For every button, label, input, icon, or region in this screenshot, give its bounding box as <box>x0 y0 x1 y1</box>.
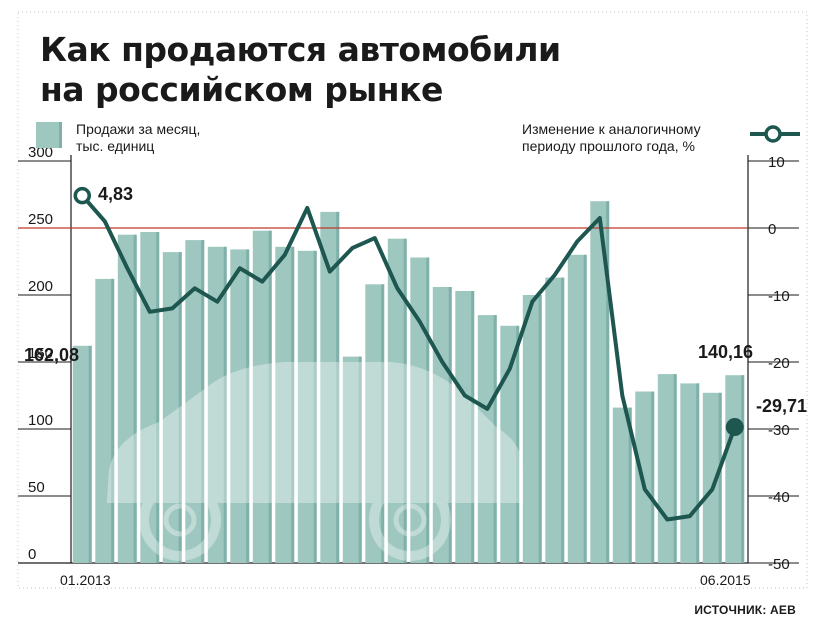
legend-bars-label: Продажи за месяц, тыс. единиц <box>76 121 200 155</box>
bar-series <box>72 201 745 564</box>
bar <box>72 345 92 563</box>
bar <box>635 391 655 563</box>
legend-line-line-1: Изменение к аналогичному <box>522 121 701 137</box>
bar <box>297 250 317 564</box>
bar <box>140 232 160 563</box>
car-illustration <box>106 362 523 561</box>
first-point-marker <box>73 186 91 205</box>
left-tick-label: 150 <box>28 345 53 362</box>
bar-side <box>628 407 632 563</box>
legend-bars-line-2: тыс. единиц <box>76 138 155 154</box>
first-point-label: 4,83 <box>98 184 133 204</box>
bar-side <box>561 277 565 563</box>
frame-border <box>17 11 808 589</box>
bar <box>612 407 632 563</box>
bar <box>342 356 362 563</box>
bar-side <box>741 375 745 563</box>
bar-side <box>268 230 272 563</box>
legend-line-line-2: периоду прошлого года, % <box>522 138 695 154</box>
left-tick-label: 100 <box>28 412 53 429</box>
bar <box>702 392 722 563</box>
last-bar-label: 140,16 <box>698 342 753 362</box>
legend-bar-swatch-side <box>59 122 62 148</box>
title-line-2: на российском рынке <box>40 70 443 109</box>
bar <box>95 278 115 563</box>
bar-side <box>516 325 520 563</box>
legend-line-marker <box>764 125 782 143</box>
first-bar-label: 162,08 <box>24 345 79 365</box>
legend-bars-line-1: Продажи за месяц, <box>76 121 201 137</box>
left-tick-label: 50 <box>28 479 45 496</box>
bar-side <box>291 246 295 564</box>
x-start-label: 01.2013 <box>60 572 111 588</box>
bar <box>207 246 227 564</box>
bar-side <box>381 284 385 563</box>
x-end-label: 06.2015 <box>700 572 751 588</box>
bar <box>162 252 182 563</box>
left-tick-label: 300 <box>28 144 53 161</box>
bar <box>500 325 520 563</box>
chart-title: Как продаются автомобили на российском р… <box>40 30 561 110</box>
bar <box>522 295 542 563</box>
bar-side <box>538 295 542 563</box>
bar <box>117 234 137 563</box>
bar-side <box>336 211 340 563</box>
right-tick-label: -20 <box>768 355 790 372</box>
right-tick-label: -10 <box>768 288 790 305</box>
left-tick-label: 200 <box>28 278 53 295</box>
right-tick-label: -50 <box>768 556 790 573</box>
bar-side <box>651 391 655 563</box>
bar <box>455 291 475 563</box>
bar-side <box>358 356 362 563</box>
bar-side <box>133 234 137 563</box>
bar-side <box>583 254 587 564</box>
bar-side <box>111 278 115 563</box>
bar <box>185 240 205 563</box>
right-tick-label: 10 <box>768 154 785 171</box>
bar <box>275 246 295 564</box>
bar-side <box>201 240 205 563</box>
bar-side <box>426 257 430 563</box>
bar-side <box>471 291 475 563</box>
right-tick-label: 0 <box>768 221 776 238</box>
bar <box>387 238 407 563</box>
bar-side <box>246 249 250 563</box>
bar <box>230 249 250 563</box>
last-point-marker <box>725 418 744 437</box>
bar-side <box>696 383 700 563</box>
bar-side <box>156 232 160 563</box>
bar-side <box>448 287 452 563</box>
title-line-1: Как продаются автомобили <box>40 30 561 69</box>
bar-side <box>178 252 182 563</box>
bar-side <box>606 201 610 563</box>
legend-line-label: Изменение к аналогичному периоду прошлог… <box>522 121 701 155</box>
right-tick-label: -30 <box>768 422 790 439</box>
last-point-label: -29,71 <box>756 396 807 416</box>
bar-side <box>223 246 227 564</box>
bar <box>477 315 497 563</box>
bar-side <box>403 238 407 563</box>
source-note: ИСТОЧНИК: АЕВ <box>694 603 796 617</box>
bar-side <box>313 250 317 564</box>
bar-side <box>673 374 677 563</box>
right-tick-label: -40 <box>768 489 790 506</box>
percent-line <box>80 193 737 522</box>
bar <box>320 211 340 563</box>
legend-bar-swatch <box>36 122 62 148</box>
bar <box>252 230 272 563</box>
left-tick-label: 0 <box>28 546 36 563</box>
bar <box>365 284 385 563</box>
bar-side <box>493 315 497 563</box>
bar <box>567 254 587 564</box>
left-tick-label: 250 <box>28 211 53 228</box>
bar-side <box>88 345 92 563</box>
bar <box>590 201 610 563</box>
bar-side <box>718 392 722 563</box>
bar <box>545 277 565 563</box>
